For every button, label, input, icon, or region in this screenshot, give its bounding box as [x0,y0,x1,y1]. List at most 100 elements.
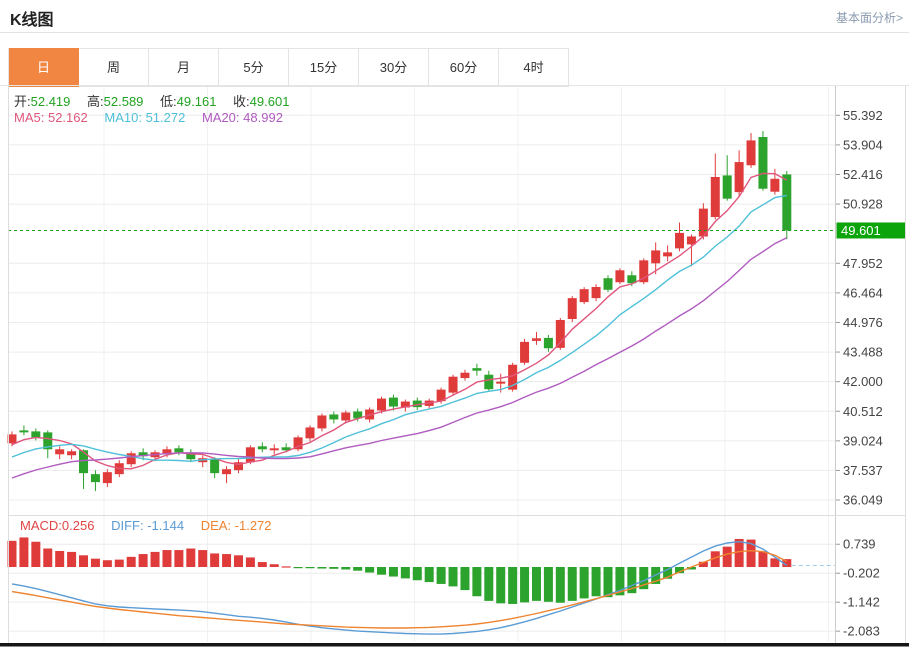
candle-up [67,451,77,456]
price-axis-label: 40.512 [843,404,883,419]
macd-axis-label: -1.142 [843,595,880,610]
macd-bar-negative [353,567,363,571]
close-value: 49.601 [249,94,290,109]
macd-bar-negative [639,567,649,590]
fundamental-analysis-link[interactable]: 基本面分析> [835,11,903,25]
macd-bar-negative [472,567,482,597]
macd-bar-positive [746,539,756,567]
open-value: 52.419 [30,94,71,109]
tab-week[interactable]: 周 [79,48,149,87]
price-axis-label: 52.416 [843,167,883,182]
candle-down [782,174,792,231]
macd-axis-label: -0.202 [843,566,880,581]
candle-up [639,260,649,283]
macd-bar-negative [555,567,565,603]
price-axis-label: 43.488 [843,345,883,360]
candle-up [55,449,65,455]
macd-bar-positive [734,538,744,567]
page-title: K线图 [10,12,54,29]
candle-up [496,381,506,384]
current-price-tag [836,222,906,239]
candle-up [293,437,303,450]
macd-bar-positive [257,562,267,567]
candle-up [7,434,17,444]
macd-bar-positive [210,553,220,567]
candle-down [19,430,29,433]
macd-bar-positive [19,537,29,567]
candle-up [555,320,565,348]
candle-up [710,176,720,217]
macd-bar-negative [448,567,458,587]
macd-bar-positive [758,551,768,567]
candle-down [329,414,339,420]
candle-down [472,368,482,371]
macd-bar-positive [43,548,53,567]
tab-60min[interactable]: 60分 [429,48,499,87]
macd-bar-positive [245,557,255,567]
candle-up [245,447,255,463]
diff-value: -1.144 [147,518,185,533]
macd-bar-negative [531,567,541,601]
candle-down [722,175,732,199]
macd-bar-positive [269,564,279,567]
ma5-label: MA5: [14,110,45,125]
ohlc-legend: 开:52.419 高:52.589 低:49.161 收:49.601 [14,91,302,110]
macd-bar-negative [388,567,398,577]
tab-month[interactable]: 月 [149,48,219,87]
candle-up [567,298,577,320]
page-header: K线图 基本面分析> [0,0,909,33]
macd-bar-negative [603,567,613,598]
tab-day[interactable]: 日 [9,48,79,87]
macd-bar-negative [436,567,446,584]
macd-bar-positive [55,550,65,567]
ma20-line [11,237,788,479]
ma10-label: MA10: [104,110,142,125]
candle-up [460,372,470,379]
price-axis-label: 47.952 [843,256,883,271]
macd-bar-positive [138,554,148,567]
macd-bar-negative [627,567,637,594]
ma5-line [11,172,788,470]
diff-label: DIFF: [111,518,144,533]
candle-down [186,453,196,460]
bottom-window-edge [0,643,909,647]
candle-down [353,411,363,419]
macd-bar-negative [508,567,518,604]
candle-up [102,472,112,484]
macd-bar-positive [126,556,136,567]
macd-bar-negative [412,567,422,581]
macd-value: 0.256 [61,518,95,533]
macd-bar-positive [233,555,243,567]
tab-4hour[interactable]: 4时 [499,48,569,87]
tab-15min[interactable]: 15分 [289,48,359,87]
candle-up [400,401,410,408]
price-axis-label: 44.976 [843,315,883,330]
candle-up [436,389,446,402]
macd-label: MACD: [20,518,62,533]
candle-down [79,450,89,474]
macd-axis-label: -2.083 [843,624,880,639]
tab-5min[interactable]: 5分 [219,48,289,87]
high-label: 高: [87,94,104,109]
dea-line [11,549,788,629]
candle-up [686,236,696,245]
macd-bar-positive [162,550,172,567]
macd-bar-positive [31,541,41,567]
candle-down [484,374,494,390]
macd-bar-negative [424,567,434,583]
macd-bar-positive [770,558,780,567]
macd-bar-positive [198,550,208,567]
price-axis-label: 37.537 [843,463,883,478]
macd-bar-negative [591,567,601,597]
candle-up [698,208,708,237]
price-axis-label: 50.928 [843,197,883,212]
tab-30min[interactable]: 30分 [359,48,429,87]
low-label: 低: [160,94,177,109]
price-axis-label: 55.392 [843,108,883,123]
macd-axis-label: 0.739 [843,537,876,552]
macd-legend: MACD:0.256 DIFF: -1.144 DEA: -1.272 [20,518,285,533]
ma-legend: MA5: 52.162 MA10: 51.272 MA20: 48.992 [14,110,296,125]
macd-bar-positive [186,548,196,567]
macd-bar-positive [782,559,792,567]
